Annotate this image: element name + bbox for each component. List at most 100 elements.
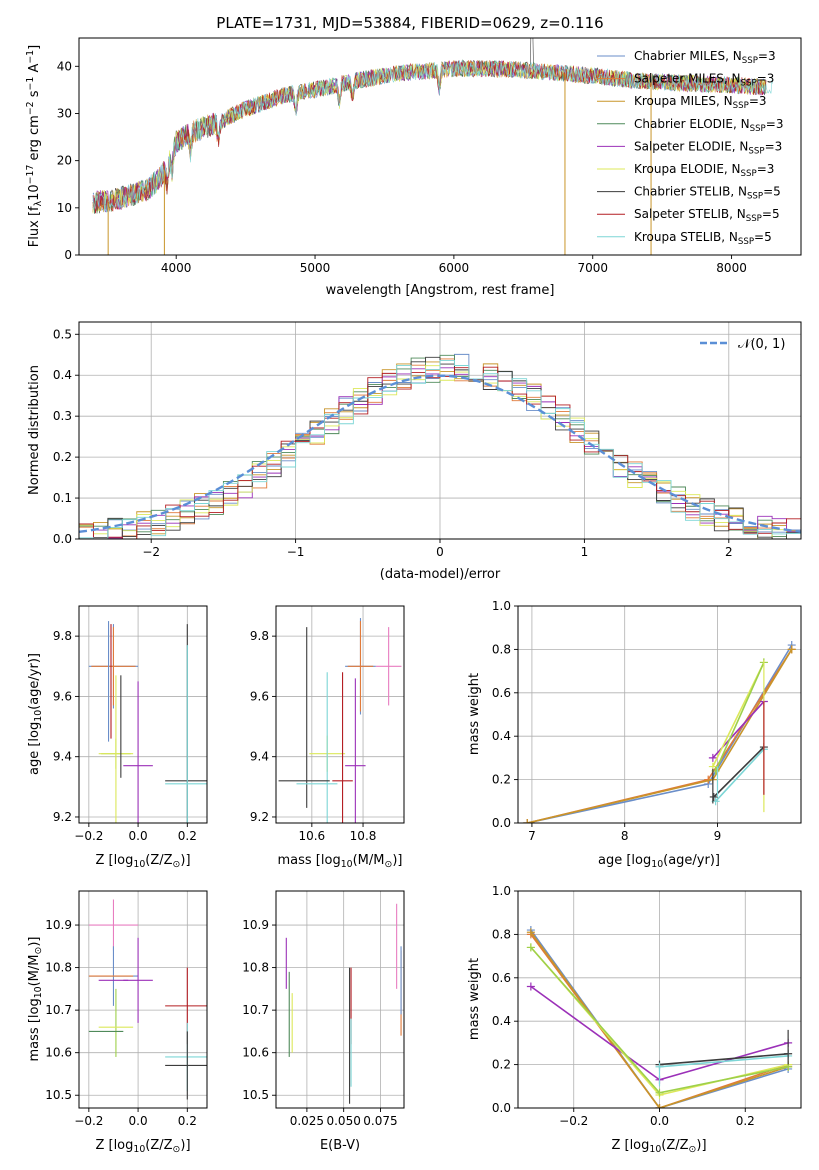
spectrum-panel-ytick-label-2: 20 (57, 154, 72, 168)
spectrum-xlabel: wavelength [Angstrom, rest frame] (326, 283, 555, 298)
age_vs_mass-panel: 10.6 10.8 9.2 9.4 9.6 9.8 mass [log10(M/M⊙)] (250, 605, 405, 870)
residuals-panel-ytick-label-5: 0.5 (53, 327, 72, 341)
legend-label-kroupa_miles: Kroupa MILES, NSSP=3 (634, 94, 767, 111)
weight-Z-line-7 (659, 1055, 789, 1068)
age_vs_Z-panel-ytick-label-1: 9.4 (53, 750, 72, 764)
age_vs_Z-panel-xtick-label-1: 0.0 (129, 829, 148, 843)
age_vs_Z-panel-plot-area (79, 606, 207, 823)
normal-curve (79, 374, 801, 533)
mass-vs-Z-ylabel: mass [log10(M/M⊙)] (27, 937, 44, 1062)
weight-Z-marker-2-1 (655, 1104, 664, 1108)
legend-label-chabrier_miles: Chabrier MILES, NSSP=3 (634, 49, 776, 66)
spectrum-panel-ytick-label-4: 40 (57, 59, 72, 73)
spectrum-line-kroupa_stelib (92, 60, 773, 213)
residuals-panel: −2 −1 0 1 2 0.0 0.1 0.2 0.3 0.4 0.5 (data-model)/er… (27, 321, 802, 582)
age_vs_Z-panel-ytick-label-0: 9.2 (53, 810, 72, 824)
weight-vs-Z-panel-ytick-label-5: 1.0 (492, 884, 511, 898)
age_vs_Z-panel-xtick-label-2: 0.2 (178, 829, 197, 843)
legend-label-salpeter_elodie: Salpeter ELODIE, NSSP=3 (634, 139, 782, 156)
legend-label-kroupa_elodie: Kroupa ELODIE, NSSP=3 (634, 162, 774, 179)
weight-vs-age-xlabel: age [log10(age/yr)] (598, 853, 720, 870)
mass_vs_ebv-panel-ytick-label-2: 10.7 (242, 1003, 269, 1017)
age-vs-mass-xlabel: mass [log10(M/M⊙)] (278, 853, 403, 870)
residuals-panel-ytick-label-3: 0.3 (53, 409, 72, 423)
legend-label-kroupa_stelib: Kroupa STELIB, NSSP=5 (634, 230, 772, 247)
weight-vs-age-panel-ytick-label-0: 0.0 (492, 816, 511, 830)
age_vs_mass-panel-xtick-label-1: 10.8 (350, 829, 377, 843)
weight-vs-Z-panel-plot-area (518, 891, 801, 1108)
weight-vs-age-panel-frame (517, 605, 802, 824)
spectrum-panel-ytick-label-0: 0 (64, 248, 72, 262)
spectrum-ylabel: Flux [fλ10−17 erg cm−2 s−1 A−1] (25, 45, 44, 247)
weight-vs-age-panel-ytick-label-3: 0.6 (492, 686, 511, 700)
spectrum-panel-xtick-label-2: 6000 (439, 261, 470, 275)
mass_vs_ebv-panel-xtick-label-2: 0.075 (363, 1114, 397, 1128)
spectrum-legend: Chabrier MILES, NSSP=3 Salpeter MILES, NS… (597, 49, 783, 247)
weight-vs-age-panel-xtick-label-0: 7 (528, 829, 536, 843)
mass_vs_Z-panel-xtick-label-0: −0.2 (74, 1114, 103, 1128)
spectrum-panel-ytick-label-3: 30 (57, 106, 72, 120)
weight-vs-age-panel-ytick-label-2: 0.4 (492, 729, 511, 743)
spectrum-panel-ytick-label-1: 10 (57, 201, 72, 215)
weight-Z-line-1 (530, 933, 789, 1108)
weight-age-marker-2-2 (787, 645, 796, 654)
mass_vs_ebv-panel-plot-area (276, 891, 404, 1108)
weight-Z-marker-5-0 (526, 943, 535, 952)
mass_vs_ebv-panel-xtick-label-0: 0.025 (290, 1114, 324, 1128)
age_vs_Z-panel: −0.2 0.0 0.2 9.2 9.4 9.6 9.8 Z [log10(Z/Z⊙)] age… (27, 605, 208, 870)
mass_vs_ebv-panel-ytick-label-4: 10.9 (242, 918, 269, 932)
weight-Z-marker-3-0 (526, 982, 535, 991)
weight-vs-age-panel-ytick-label-5: 1.0 (492, 599, 511, 613)
weight-vs-Z-panel-ytick-label-0: 0.0 (492, 1101, 511, 1115)
figure-title: PLATE=1731, MJD=53884, FIBERID=0629, z=0… (216, 14, 603, 32)
mass_vs_ebv-panel-ytick-label-0: 10.5 (242, 1088, 269, 1102)
age_vs_mass-panel-frame (275, 605, 405, 824)
weight-vs-age-panel-plot-area (518, 606, 801, 823)
weight-vs-age-panel-ytick-label-4: 0.8 (492, 642, 511, 656)
mass_vs_Z-panel-plot-area (79, 891, 207, 1108)
residuals-xlabel: (data-model)/error (380, 567, 501, 582)
weight-vs-Z-panel-xtick-label-2: 0.2 (736, 1114, 755, 1128)
weight-vs-Z-panel-ytick-label-2: 0.4 (492, 1014, 511, 1028)
mass_vs_Z-panel-frame (78, 890, 208, 1109)
weight-vs-Z-ylabel: mass weight (467, 958, 482, 1040)
legend-label-chabrier_stelib: Chabrier STELIB, NSSP=5 (634, 185, 781, 202)
mass_vs_Z-panel-ytick-label-0: 10.5 (45, 1088, 72, 1102)
residuals-panel-ytick-label-0: 0.0 (53, 532, 72, 546)
weight-Z-marker-2-0 (526, 928, 535, 937)
age_vs_mass-panel-ytick-label-2: 9.6 (250, 689, 269, 703)
mass-vs-ebv-xlabel: E(B-V) (320, 1138, 360, 1153)
weight-Z-line-6 (659, 1053, 789, 1066)
age_vs_mass-panel-ytick-label-1: 9.4 (250, 750, 269, 764)
weight-vs-Z-panel: −0.2 0.0 0.2 0.0 0.2 0.4 0.6 0.8 1.0 Z [log10(Z/Z… (467, 884, 802, 1155)
weight-vs-Z-panel-ytick-label-1: 0.2 (492, 1058, 511, 1072)
age-vs-Z-ylabel: age [log10(age/yr)] (27, 653, 44, 775)
mass_vs_ebv-panel-frame (275, 890, 405, 1109)
mass_vs_ebv-panel: 0.025 0.050 0.075 10.5 10.6 10.7 10.8 10.9 E(B-V… (242, 890, 405, 1153)
age_vs_mass-panel-ytick-label-3: 9.8 (250, 629, 269, 643)
legend-normal-label: 𝒩(0, 1) (738, 337, 785, 352)
residuals-panel-xtick-label-1: −1 (287, 545, 305, 559)
weight-vs-age-panel-xtick-label-2: 9 (714, 829, 722, 843)
mass_vs_Z-panel-ytick-label-1: 10.6 (45, 1046, 72, 1060)
age_vs_mass-panel-xtick-label-0: 10.6 (298, 829, 325, 843)
weight-Z-marker-5-1 (655, 1088, 664, 1097)
weight-age-line-0 (527, 644, 793, 823)
legend-label-salpeter_miles: Salpeter MILES, NSSP=3 (634, 72, 774, 89)
residuals-panel-plot-area (79, 322, 801, 539)
legend-label-salpeter_stelib: Salpeter STELIB, NSSP=5 (634, 207, 780, 224)
residuals-panel-ytick-label-1: 0.1 (53, 491, 72, 505)
spectrum-panel: 4000 5000 6000 7000 8000 0 10 20 30 40 wavelength … (25, 37, 802, 298)
residuals-panel-xtick-label-2: 0 (436, 545, 444, 559)
weight-Z-line-2 (530, 931, 789, 1108)
weight-vs-Z-panel-ytick-label-3: 0.6 (492, 971, 511, 985)
spectrum-panel-frame (78, 37, 802, 256)
spectrum-panel-xtick-label-4: 8000 (716, 261, 747, 275)
mass_vs_Z-panel-xtick-label-1: 0.0 (129, 1114, 148, 1128)
mass_vs_Z-panel-ytick-label-2: 10.7 (45, 1003, 72, 1017)
weight-vs-Z-panel-xtick-label-1: 0.0 (650, 1114, 669, 1128)
spectrum-panel-xtick-label-1: 5000 (300, 261, 331, 275)
age_vs_Z-panel-ytick-label-3: 9.8 (53, 629, 72, 643)
weight-age-line-6 (715, 748, 765, 802)
